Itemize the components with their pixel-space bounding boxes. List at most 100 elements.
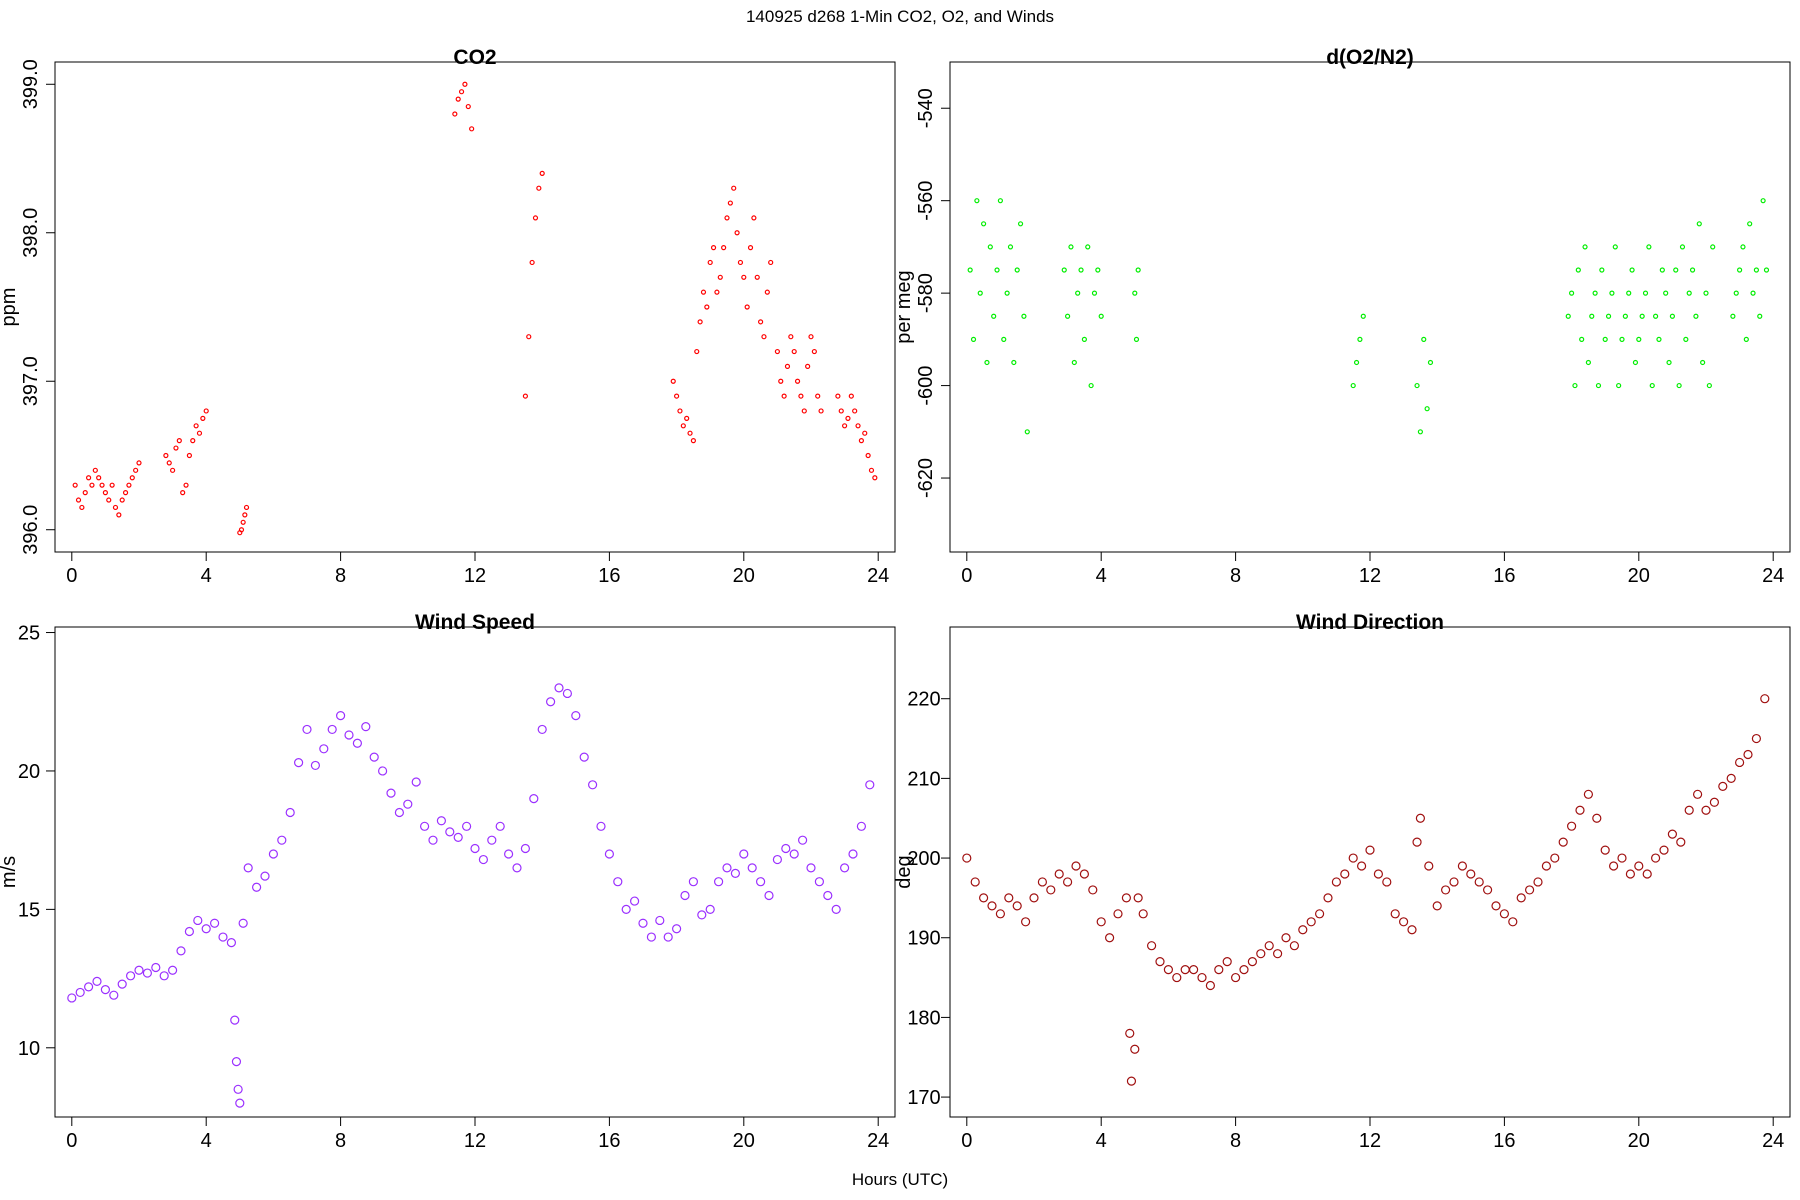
wind-direction-data-point — [1088, 885, 1098, 895]
o2n2-data-point — [1068, 244, 1074, 250]
co2-data-point — [865, 452, 871, 459]
o2n2-data-point — [1017, 221, 1024, 227]
co2-data-point — [791, 348, 797, 355]
co2-data-point — [684, 415, 690, 421]
wind-direction-data-point — [1373, 869, 1384, 879]
wind-speed-data-point — [705, 904, 715, 914]
wind-speed-data-point — [243, 863, 253, 873]
co2-data-point — [89, 482, 95, 488]
o2n2-data-point — [1673, 267, 1679, 273]
wind-direction-data-point — [1432, 901, 1442, 911]
o2n2-plot-frame — [949, 61, 1791, 553]
panel-wind-speed: Wind Speed 0 4 8 12 16 20 24 10 15 20 25 m/s — [0, 611, 896, 1152]
wind-direction-data-point — [1566, 821, 1577, 831]
wind-direction-data-point — [1760, 694, 1770, 704]
co2-data-point — [462, 81, 468, 87]
wind-direction-data-point — [1197, 972, 1207, 983]
o2n2-data-point — [1605, 313, 1612, 319]
co2-data-point — [704, 304, 710, 310]
o2n2-data-point — [1669, 313, 1676, 319]
co2-x-tick-label: 0 — [66, 565, 77, 587]
wind-direction-data-point — [1533, 877, 1543, 887]
wind-direction-data-point — [1306, 917, 1316, 927]
o2n2-data-point — [1078, 267, 1084, 273]
wind-direction-data-point — [1482, 885, 1493, 895]
co2-data-point — [818, 408, 824, 414]
wind-direction-data-point — [1264, 941, 1274, 951]
wind-speed-data-point — [361, 722, 371, 732]
wind-speed-data-point — [722, 863, 732, 873]
wind-speed-data-point — [554, 683, 564, 693]
co2-title: CO2 — [453, 46, 496, 69]
wind-speed-data-point — [671, 924, 682, 934]
co2-data-point — [196, 430, 203, 436]
wind-direction-data-point — [1412, 837, 1422, 847]
co2-data-point — [710, 245, 717, 251]
o2n2-data-point — [1686, 290, 1692, 296]
wind-speed-data-point — [697, 910, 707, 920]
o2n2-data-point — [1071, 359, 1077, 366]
o2n2-data-point — [1088, 382, 1094, 389]
wind-speed-data-point — [613, 877, 623, 887]
wind-direction-data-point — [1348, 853, 1358, 863]
o2n2-data-point — [1646, 244, 1652, 250]
wind-direction-data-point — [1726, 773, 1736, 783]
o2n2-data-point — [1612, 244, 1618, 250]
co2-data-point — [186, 452, 192, 459]
wind-direction-data-point — [1440, 885, 1451, 895]
co2-x-tick-label: 20 — [733, 565, 755, 587]
o2n2-y-tick-label: -580 — [915, 273, 937, 313]
wind-direction-data-point — [1029, 893, 1039, 903]
wind-speed-data-point — [604, 849, 615, 859]
wind-speed-data-point — [755, 877, 766, 887]
wind-speed-data-point — [823, 890, 833, 901]
wind-direction-data-point — [1239, 965, 1249, 975]
o2n2-data-point — [1589, 313, 1595, 319]
co2-x-tick-label: 8 — [335, 565, 346, 587]
wind-speed-data-point — [747, 863, 757, 873]
wind-direction-data-point — [1205, 980, 1216, 991]
o2n2-data-point — [1753, 267, 1760, 273]
co2-data-point — [465, 103, 471, 110]
o2n2-data-point — [1656, 336, 1662, 342]
wind-speed-data-point — [596, 821, 606, 831]
wind-direction-data-point — [1692, 789, 1703, 799]
co2-data-point — [193, 423, 199, 429]
o2n2-y-tick-label: -560 — [915, 181, 937, 221]
co2-data-point — [724, 215, 730, 221]
o2n2-data-point — [1417, 429, 1424, 435]
co2-data-point — [868, 467, 875, 473]
wind-speed-data-point — [310, 760, 320, 771]
wind-speed-data-point — [831, 904, 841, 914]
wind-speed-data-point — [378, 766, 388, 776]
wind-speed-data-point — [621, 904, 631, 914]
co2-data-point — [82, 490, 88, 496]
wind-speed-data-point — [789, 849, 799, 859]
wind-direction-data-point — [1222, 957, 1232, 967]
wind-speed-data-point — [386, 788, 396, 798]
wind-direction-data-point — [1113, 909, 1123, 919]
o2n2-data-point — [1632, 359, 1639, 366]
wind-direction-data-point — [1172, 972, 1182, 983]
wind-speed-data-point — [277, 835, 287, 845]
wind-direction-data-point — [1037, 877, 1048, 887]
co2-data-point — [170, 467, 176, 473]
wind-speed-data-point — [142, 968, 152, 978]
co2-data-point — [102, 490, 109, 496]
co2-data-point — [757, 319, 764, 325]
o2n2-data-point — [1132, 290, 1138, 296]
wind-speed-data-point — [529, 794, 539, 804]
wind-speed-title: Wind Speed — [415, 611, 535, 634]
wind-direction-data-point — [1163, 965, 1174, 975]
wind-speed-data-point — [839, 863, 850, 873]
wind-direction-data-point — [1012, 901, 1022, 911]
wind-direction-data-point — [1004, 893, 1014, 903]
o2n2-data-point — [970, 336, 977, 342]
wind-direction-data-point — [1298, 925, 1308, 935]
o2n2-data-point — [1693, 313, 1699, 319]
co2-data-point — [240, 519, 246, 525]
co2-data-point — [92, 467, 98, 473]
wind-direction-x-tick-label: 0 — [961, 1130, 972, 1152]
o2n2-data-point — [980, 221, 987, 227]
